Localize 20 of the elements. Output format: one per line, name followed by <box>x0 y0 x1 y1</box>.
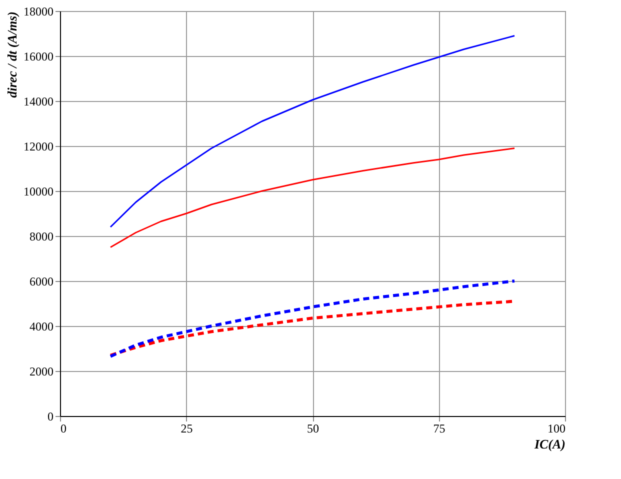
y-tick-label: 8000 <box>30 230 54 244</box>
y-tick-label: 6000 <box>30 274 54 288</box>
y-tick-label: 2000 <box>30 364 54 378</box>
y-tick-label: 4000 <box>30 320 54 334</box>
x-tick-label: 25 <box>180 422 193 436</box>
x-tick-label: 75 <box>433 422 446 436</box>
x-tick-label: 100 <box>548 422 566 436</box>
line-series <box>110 148 516 248</box>
y-axis-title: direc / dt (A/ms) <box>4 12 20 98</box>
y-tick-label: 0 <box>48 410 54 424</box>
y-tick-label: 18000 <box>24 4 54 18</box>
line-series <box>110 35 516 228</box>
x-tick-label: 0 <box>60 422 66 436</box>
line-series <box>109 280 516 358</box>
y-tick-label: 10000 <box>24 184 54 198</box>
x-axis-title: IC(A) <box>533 436 566 452</box>
x-tick-label: 50 <box>307 422 319 436</box>
y-tick-label: 16000 <box>24 50 54 64</box>
y-tick-label: 14000 <box>24 94 54 108</box>
y-tick-label: 12000 <box>24 140 54 154</box>
